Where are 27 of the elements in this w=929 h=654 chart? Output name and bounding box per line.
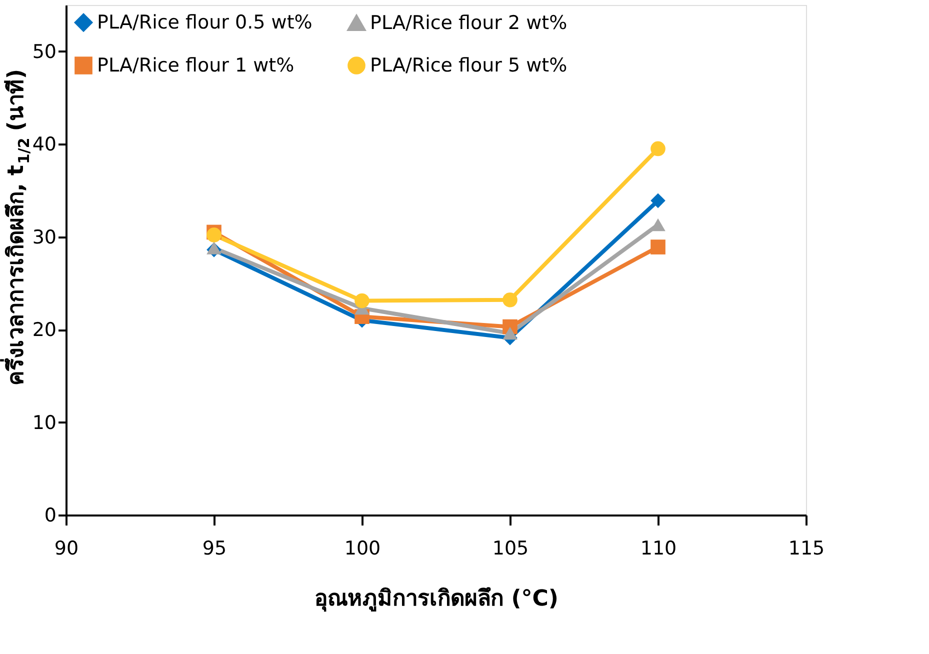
x-tick-label: 115 [788,538,825,560]
y-tick-label: 0 [44,504,56,526]
point [206,242,222,254]
y-tick-label: 50 [32,40,56,63]
legend-label: PLA/Rice flour 5 wt% [370,54,568,76]
point [650,193,666,208]
x-tick-label: 100 [344,538,381,560]
point [650,218,666,232]
point [650,240,666,254]
legend-label: PLA/Rice flour 1 wt% [97,54,294,76]
point [650,141,666,156]
point [354,293,370,308]
x-tick-label: 90 [54,538,79,560]
x-tick-label: 110 [640,538,677,560]
y-tick-label: 40 [32,134,56,156]
legend-label: PLA/Rice flour 0.5 wt% [97,12,312,34]
point [502,292,518,308]
point [502,326,518,340]
x-axis-title: อุณหภูมิการเกิดผลึก (°C) [314,586,558,612]
x-tick-label: 105 [492,538,529,560]
y-axis-title: ครึ่งเวลาการเกิดผลึก, t1/2 (นาที) [0,68,33,386]
point [206,228,222,242]
legend-label: PLA/Rice flour 2 wt% [370,12,568,34]
x-tick-label: 95 [202,538,227,560]
y-tick-label: 10 [32,412,56,434]
y-tick-label: 20 [32,319,56,342]
y-tick-label: 30 [32,226,56,248]
